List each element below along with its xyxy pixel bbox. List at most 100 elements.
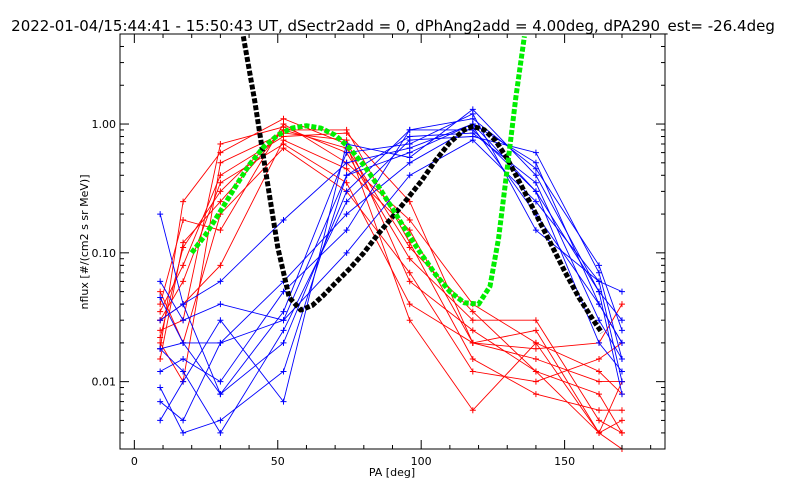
blue-point-marker	[618, 317, 625, 324]
blue-point-marker	[596, 339, 603, 346]
blue-point-marker	[596, 301, 603, 308]
red-point-marker	[596, 417, 603, 424]
y-tick-label: 0.10	[92, 247, 117, 260]
red-point-marker	[618, 301, 625, 308]
red-trace-10	[159, 129, 623, 434]
red-point-marker	[406, 269, 413, 276]
chart-title: 2022-01-04/15:44:41 - 15:50:43 UT, dSect…	[11, 17, 775, 36]
red-point-marker	[532, 378, 539, 385]
blue-point-marker	[280, 216, 287, 223]
red-point-marker	[217, 149, 224, 156]
red-point-marker	[217, 227, 224, 234]
red-point-marker	[406, 317, 413, 324]
blue-trace-12	[160, 118, 623, 395]
blue-trace-19	[159, 108, 623, 421]
flux-traces	[157, 106, 625, 452]
blue-point-marker	[596, 262, 603, 269]
blue-point-marker	[618, 355, 625, 362]
blue-point-marker	[217, 429, 224, 436]
red-point-marker	[596, 429, 603, 436]
blue-point-marker	[618, 368, 625, 375]
blue-point-marker	[217, 378, 224, 385]
y-axis: 0.01 0.10 1.00	[92, 33, 665, 450]
blue-point-marker	[469, 106, 476, 113]
blue-trace-17	[159, 123, 623, 344]
red-point-marker	[280, 145, 287, 152]
blue-point-marker	[157, 317, 164, 324]
red-point-marker	[596, 391, 603, 398]
blue-point-marker	[596, 288, 603, 295]
blue-point-marker	[618, 378, 625, 385]
red-point-marker	[596, 368, 603, 375]
red-point-marker	[157, 334, 164, 341]
blue-point-marker	[343, 198, 350, 205]
blue-point-marker	[618, 391, 625, 398]
red-point-marker	[406, 301, 413, 308]
blue-point-marker	[343, 249, 350, 256]
x-axis-label: PA [deg]	[369, 466, 415, 479]
red-point-marker	[618, 429, 625, 436]
red-point-marker	[469, 355, 476, 362]
red-point-marker	[596, 355, 603, 362]
y-tick-label: 0.01	[92, 376, 117, 389]
red-point-marker	[618, 417, 625, 424]
red-point-marker	[157, 288, 164, 295]
red-point-marker	[469, 339, 476, 346]
blue-point-marker	[343, 188, 350, 195]
blue-trace-20	[159, 136, 623, 434]
red-point-marker	[532, 327, 539, 334]
blue-point-marker	[180, 378, 187, 385]
blue-point-marker	[157, 345, 164, 352]
red-point-marker	[180, 216, 187, 223]
blue-point-marker	[343, 172, 350, 179]
blue-point-marker	[217, 417, 224, 424]
blue-point-marker	[406, 159, 413, 166]
red-point-marker	[532, 368, 539, 375]
blue-point-marker	[217, 278, 224, 285]
blue-point-marker	[180, 339, 187, 346]
red-trace-1	[159, 143, 622, 383]
y-axis-label: nflux [#/(cm2 s sr MeV)]	[78, 175, 91, 310]
y-tick-label: 1.00	[92, 118, 117, 131]
red-trace-4	[159, 132, 623, 434]
blue-point-marker	[157, 398, 164, 405]
red-point-marker	[406, 216, 413, 223]
x-tick-label: 150	[554, 455, 575, 468]
blue-point-marker	[180, 429, 187, 436]
red-point-marker	[180, 198, 187, 205]
red-trace-3	[159, 123, 623, 395]
blue-point-marker	[280, 288, 287, 295]
red-point-marker	[596, 407, 603, 414]
blue-point-marker	[406, 137, 413, 144]
red-trace-8	[159, 118, 623, 434]
blue-point-marker	[406, 154, 413, 161]
red-point-marker	[532, 339, 539, 346]
x-axis: 0 50 100 150	[131, 34, 652, 468]
red-point-marker	[157, 301, 164, 308]
red-point-marker	[469, 368, 476, 375]
blue-point-marker	[343, 211, 350, 218]
red-point-marker	[217, 188, 224, 195]
red-point-marker	[217, 198, 224, 205]
blue-point-marker	[280, 317, 287, 324]
blue-point-marker	[532, 172, 539, 179]
blue-point-marker	[180, 301, 187, 308]
x-tick-label: 100	[411, 455, 432, 468]
red-point-marker	[532, 355, 539, 362]
red-point-marker	[217, 262, 224, 269]
blue-point-marker	[596, 269, 603, 276]
blue-point-marker	[343, 227, 350, 234]
red-point-marker	[618, 407, 625, 414]
red-point-marker	[217, 159, 224, 166]
red-point-marker	[596, 378, 603, 385]
red-point-marker	[532, 391, 539, 398]
blue-point-marker	[157, 211, 164, 218]
blue-point-marker	[217, 339, 224, 346]
blue-point-marker	[280, 327, 287, 334]
blue-point-marker	[157, 368, 164, 375]
blue-point-marker	[596, 317, 603, 324]
red-point-marker	[217, 140, 224, 147]
red-point-marker	[532, 345, 539, 352]
blue-point-marker	[618, 339, 625, 346]
